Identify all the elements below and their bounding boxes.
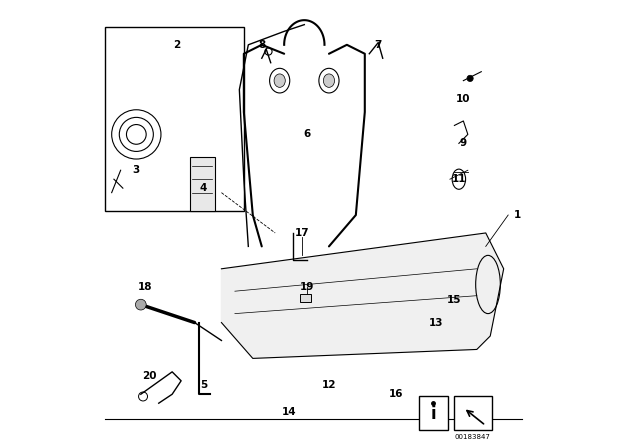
- Text: 2: 2: [173, 40, 180, 50]
- Circle shape: [467, 75, 473, 82]
- Ellipse shape: [274, 74, 285, 87]
- Text: i: i: [431, 405, 436, 423]
- Text: 19: 19: [300, 282, 314, 292]
- Bar: [190, 157, 215, 211]
- Text: 17: 17: [295, 228, 309, 238]
- Text: 10: 10: [456, 94, 470, 103]
- Text: 6: 6: [303, 129, 310, 139]
- Text: 9: 9: [460, 138, 467, 148]
- Polygon shape: [221, 233, 504, 358]
- Text: 4: 4: [200, 183, 207, 193]
- Text: 7: 7: [374, 40, 382, 50]
- Bar: [419, 396, 448, 430]
- Text: 18: 18: [138, 282, 152, 292]
- Text: 20: 20: [143, 371, 157, 381]
- Text: 00183847: 00183847: [454, 434, 490, 440]
- Bar: [300, 294, 311, 302]
- Text: 8: 8: [258, 40, 266, 50]
- Text: 1: 1: [513, 210, 521, 220]
- Text: 16: 16: [389, 389, 403, 399]
- Text: 14: 14: [282, 407, 296, 417]
- Text: 15: 15: [447, 295, 461, 305]
- Text: 13: 13: [429, 318, 444, 327]
- Bar: [454, 396, 493, 430]
- Text: 3: 3: [132, 165, 140, 175]
- Text: 12: 12: [322, 380, 336, 390]
- Bar: [105, 27, 244, 211]
- Ellipse shape: [323, 74, 335, 87]
- Text: 11: 11: [452, 174, 466, 184]
- Circle shape: [136, 299, 146, 310]
- Text: 5: 5: [200, 380, 207, 390]
